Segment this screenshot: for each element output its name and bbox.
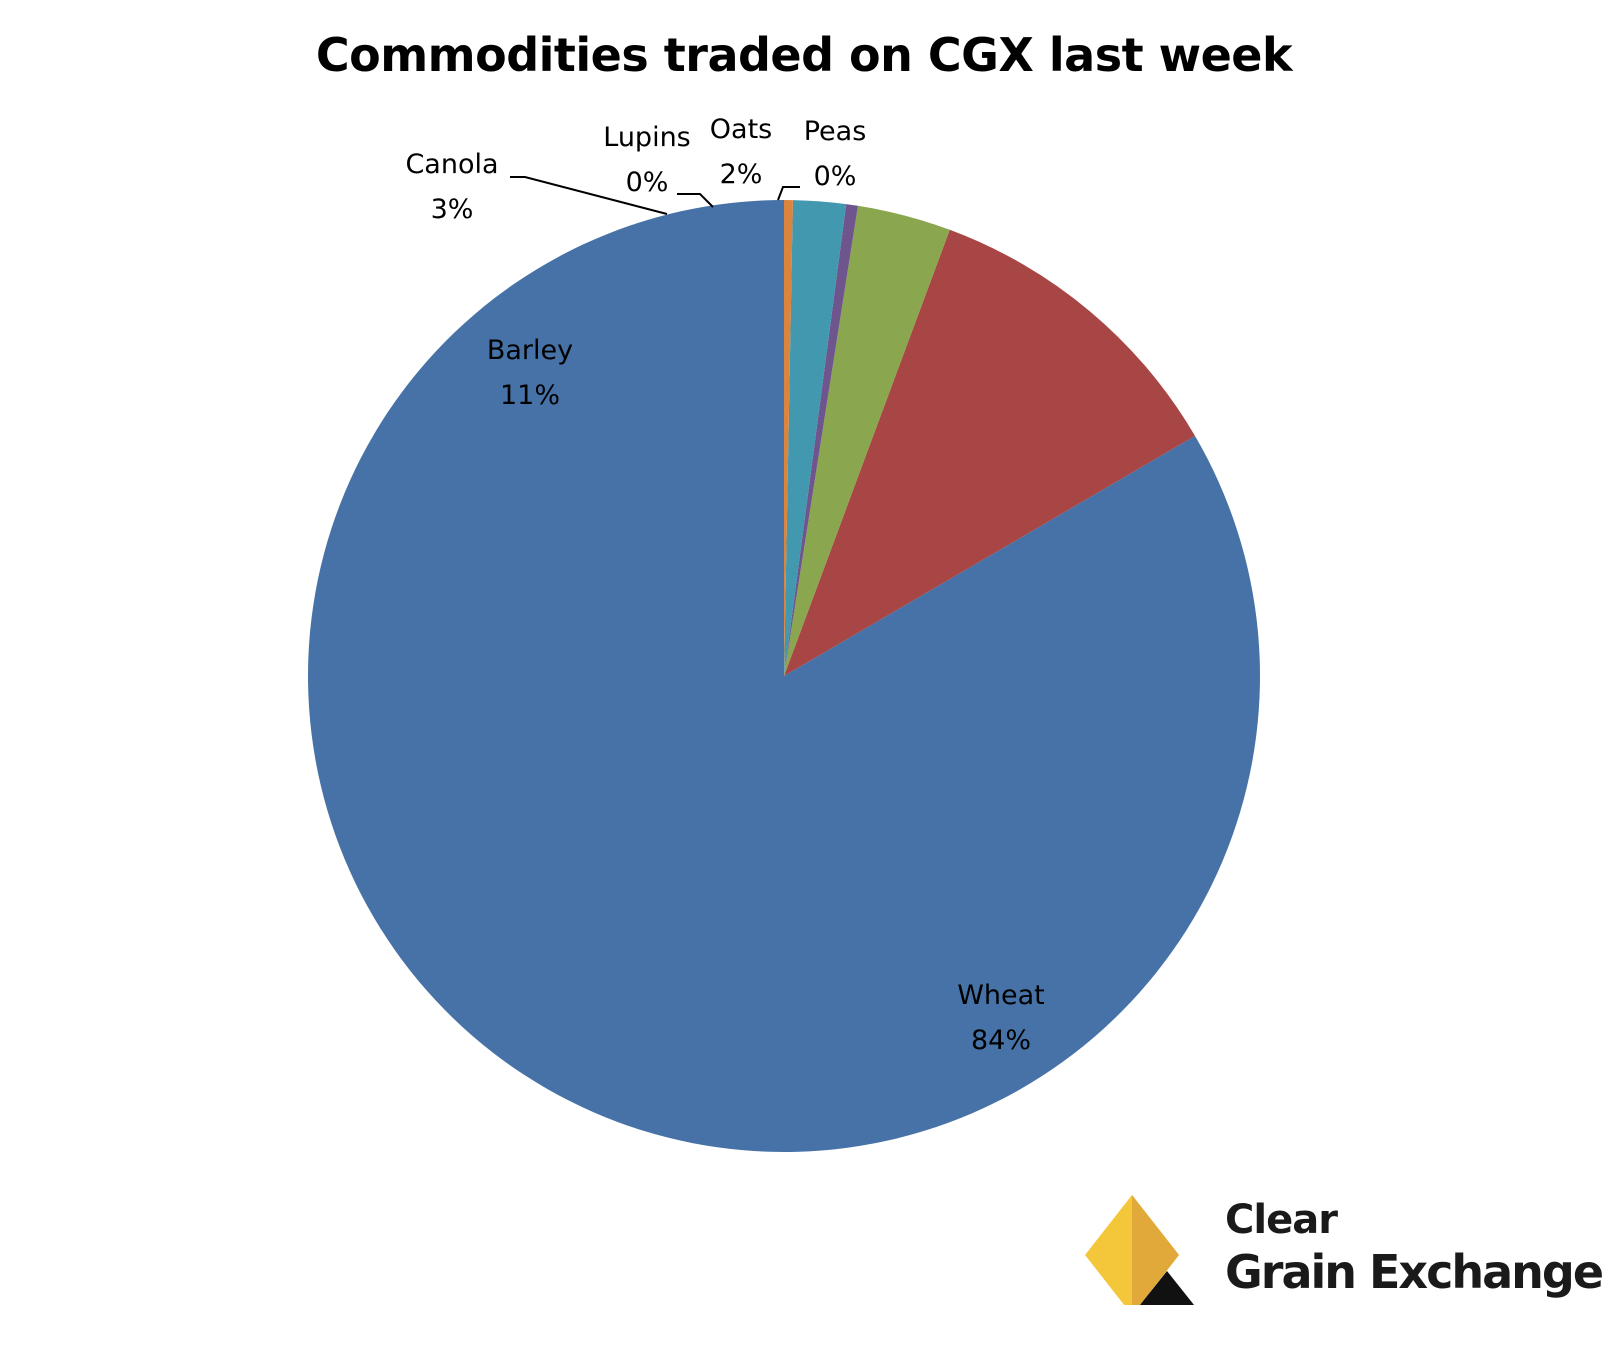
data-label-name-wheat: Wheat: [957, 980, 1045, 1011]
pie-slice-canola: [784, 205, 950, 676]
data-label-pct-peas: 0%: [814, 161, 857, 192]
pie-slice-lupins: [784, 204, 858, 676]
logo-text-clear: Clear: [1225, 1197, 1338, 1243]
data-label-name-lupins: Lupins: [603, 122, 691, 153]
logo-mark-icon: [1085, 1195, 1195, 1305]
pie-slice-peas: [784, 200, 793, 676]
pie-slice-barley: [784, 229, 1195, 676]
logo-text-grain-exchange: Grain Exchange: [1225, 1245, 1604, 1299]
data-label-pct-lupins: 0%: [626, 167, 669, 198]
data-label-pct-oats: 2%: [720, 159, 763, 190]
data-label-pct-wheat: 84%: [971, 1025, 1031, 1056]
leader-line-lupins: [677, 193, 714, 208]
data-label-pct-barley: 11%: [500, 380, 560, 411]
data-label-name-oats: Oats: [710, 114, 772, 145]
pie-slice-oats: [784, 200, 847, 677]
clear-grain-exchange-logo: Clear Grain Exchange: [1085, 1195, 1604, 1315]
leader-line-peas: [777, 186, 800, 201]
data-label-name-peas: Peas: [804, 116, 867, 147]
data-label-pct-canola: 3%: [431, 194, 474, 225]
pie-slice-wheat: [308, 200, 1261, 1152]
chart-title: Commodities traded on CGX last week: [315, 28, 1293, 82]
logo-gold-facet: [1132, 1195, 1179, 1305]
leader-line-canola: [510, 176, 668, 215]
logo-black-triangle: [1139, 1271, 1195, 1305]
data-label-name-barley: Barley: [487, 335, 573, 366]
data-label-name-canola: Canola: [405, 149, 498, 180]
